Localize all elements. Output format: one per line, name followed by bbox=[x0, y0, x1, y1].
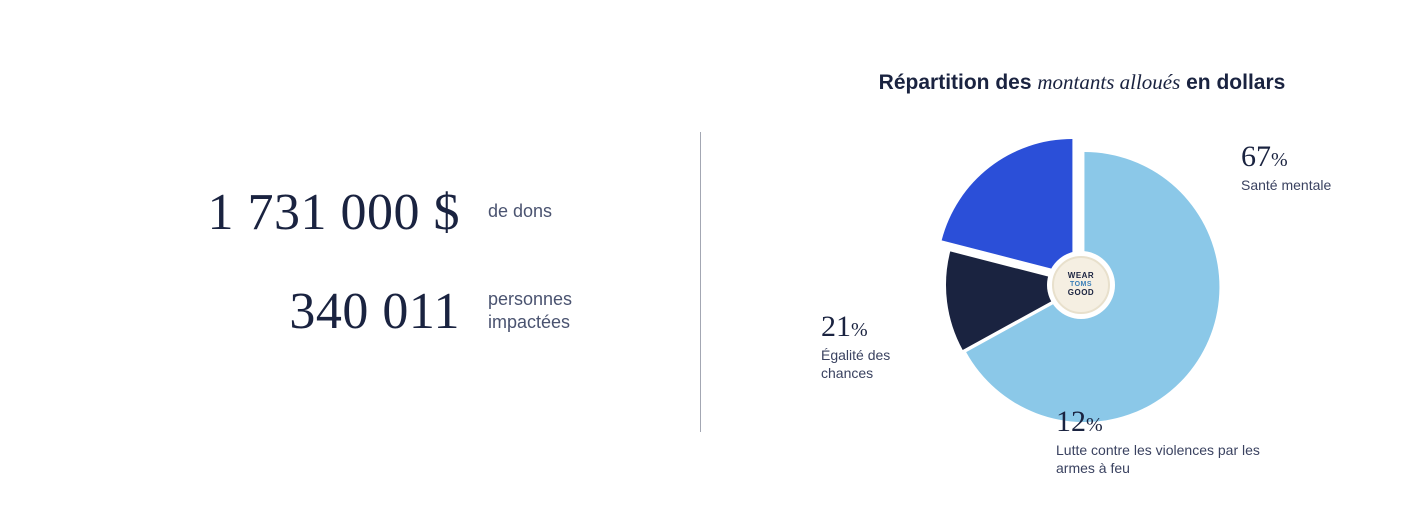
chart-panel: Répartition des montants alloués en doll… bbox=[701, 0, 1403, 523]
stat-people: 340 011 personnes impactées bbox=[130, 282, 700, 341]
chart-title-post: en dollars bbox=[1180, 71, 1285, 94]
slice-label-mental-health: 67% Santé mentale bbox=[1241, 140, 1403, 194]
pie-slice-equal-opportunity bbox=[942, 139, 1073, 274]
badge-line1: WEAR bbox=[1068, 272, 1094, 281]
center-badge: WEAR TOMS GOOD bbox=[1052, 256, 1110, 314]
badge-line3: GOOD bbox=[1068, 289, 1094, 298]
slice-label-equal-opportunity: 21%Égalité des chances bbox=[821, 310, 931, 382]
stat-donations: 1 731 000 $ de dons bbox=[130, 183, 700, 242]
slice-text-equal-opportunity: Égalité des chances bbox=[821, 346, 931, 382]
stat-people-label: personnes impactées bbox=[488, 288, 628, 335]
chart-title: Répartition des montants alloués en doll… bbox=[801, 70, 1363, 95]
slice-pct-mental-health: 67% bbox=[1241, 140, 1403, 174]
stat-donations-label: de dons bbox=[488, 200, 552, 223]
chart-title-italic: montants alloués bbox=[1037, 70, 1180, 94]
slice-text-mental-health: Santé mentale bbox=[1241, 176, 1403, 194]
stat-donations-value: 1 731 000 $ bbox=[130, 183, 460, 242]
pie-chart: WEAR TOMS GOOD bbox=[921, 125, 1241, 445]
slice-text-gun-violence: Lutte contre les violences par les armes… bbox=[1056, 441, 1266, 477]
slice-label-gun-violence: 12%Lutte contre les violences par les ar… bbox=[1056, 405, 1266, 477]
slice-pct-gun-violence: 12% bbox=[1056, 405, 1266, 439]
slice-pct-equal-opportunity: 21% bbox=[821, 310, 931, 344]
stat-people-value: 340 011 bbox=[130, 282, 460, 341]
stats-panel: 1 731 000 $ de dons 340 011 personnes im… bbox=[0, 143, 700, 381]
chart-title-pre: Répartition des bbox=[879, 71, 1038, 94]
